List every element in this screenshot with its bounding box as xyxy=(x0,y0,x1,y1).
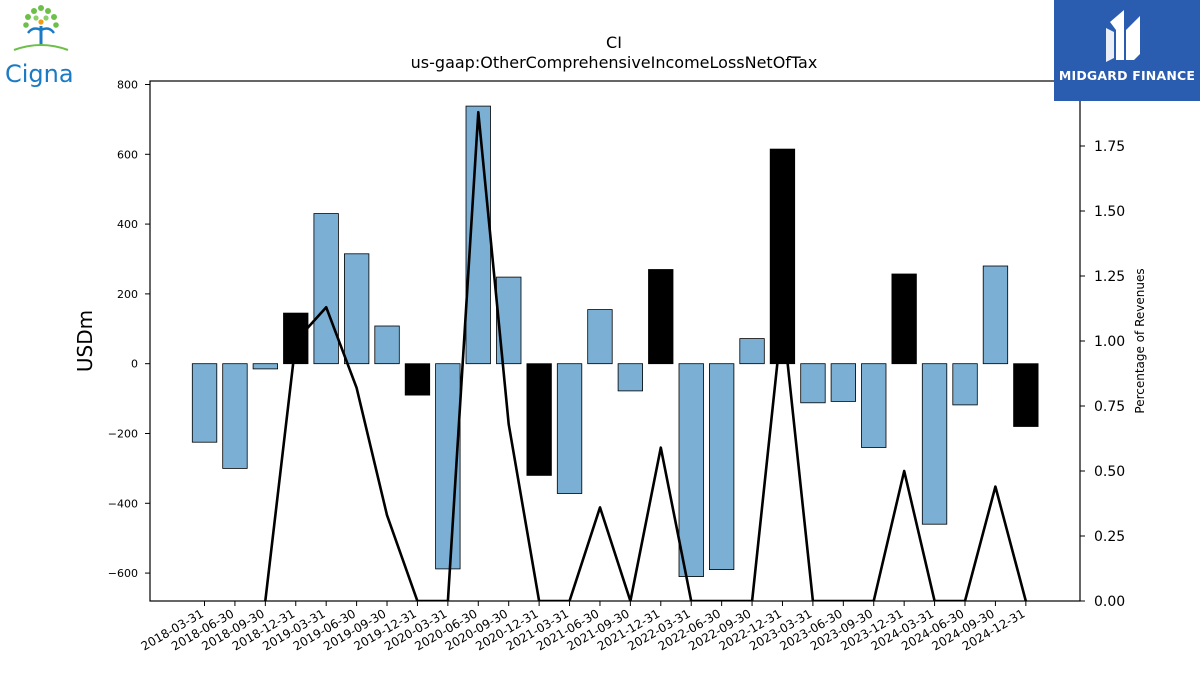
y-tick-label: −400 xyxy=(108,497,138,510)
bar-2020-12-31 xyxy=(526,363,552,476)
midgard-finance-logo: MIDGARD FINANCE xyxy=(1054,0,1200,101)
bar-2023-12-31 xyxy=(891,273,917,365)
bar-2022-09-30 xyxy=(739,338,765,365)
bars-layer xyxy=(191,105,1039,578)
y-tick-label: −200 xyxy=(108,427,138,440)
line-layer xyxy=(264,110,1028,601)
bar-2020-09-30 xyxy=(496,276,522,365)
y2-tick-label: 1.25 xyxy=(1094,269,1125,285)
bar-2021-06-30 xyxy=(587,309,613,365)
bar-2022-03-31 xyxy=(678,363,704,578)
bar-2019-09-30 xyxy=(374,325,400,365)
y2-tick-label: 1.50 xyxy=(1094,204,1125,220)
tree-icon xyxy=(13,5,69,51)
bar-2023-03-31 xyxy=(800,363,826,404)
bar-2022-06-30 xyxy=(709,363,735,571)
bar-2023-06-30 xyxy=(830,363,856,402)
y2-tick-label: 0.25 xyxy=(1094,529,1125,545)
midgard-emblem-icon xyxy=(1106,10,1140,62)
cigna-logo: Cigna xyxy=(5,5,74,88)
bar-2018-03-31 xyxy=(191,363,218,443)
revenue-percentage-line xyxy=(264,110,1028,601)
y2-tick-label: 0.00 xyxy=(1094,594,1125,610)
bar-2019-12-31 xyxy=(404,363,431,396)
bar-2024-09-30 xyxy=(982,265,1009,365)
bar-2024-03-31 xyxy=(921,363,948,525)
bar-2021-12-31 xyxy=(648,269,674,365)
bar-2018-12-31 xyxy=(283,312,309,365)
midgard-wordmark: MIDGARD FINANCE xyxy=(1058,68,1196,83)
y-tick-label: 600 xyxy=(117,148,138,161)
y-axis-label: USDm xyxy=(73,310,97,372)
y-tick-label: 200 xyxy=(117,288,138,301)
y2-tick-label: 0.75 xyxy=(1094,399,1125,415)
bar-2021-03-31 xyxy=(556,363,583,494)
chart-title: CI xyxy=(606,33,622,52)
bar-2021-09-30 xyxy=(617,363,643,392)
bar-2019-03-31 xyxy=(313,213,339,365)
y-tick-label: 400 xyxy=(117,218,138,231)
y-tick-label: 0 xyxy=(131,358,138,371)
bar-2018-06-30 xyxy=(222,363,248,469)
bar-2018-09-30 xyxy=(252,363,279,370)
axes-layer: 800 600 400 200 0 −200 −400 −600 0.00 0.25 0.50 0.7… xyxy=(108,78,1125,653)
y2-tick-label: 1.00 xyxy=(1094,334,1125,350)
bar-2019-06-30 xyxy=(343,253,370,365)
bar-2024-12-31 xyxy=(1013,363,1039,427)
bar-2024-06-30 xyxy=(952,363,978,406)
y-tick-label: 800 xyxy=(117,78,138,91)
y2-tick-label: 0.50 xyxy=(1094,464,1125,480)
bar-2022-12-31 xyxy=(769,148,796,365)
y-tick-label: −600 xyxy=(108,567,138,580)
cigna-wordmark: Cigna xyxy=(5,60,74,88)
bar-2023-09-30 xyxy=(861,363,887,448)
chart-subtitle: us-gaap:OtherComprehensiveIncomeLossNetO… xyxy=(411,53,818,72)
y2-tick-label: 1.75 xyxy=(1094,139,1125,155)
y2-axis-label: Percentage of Revenues xyxy=(1133,268,1147,413)
